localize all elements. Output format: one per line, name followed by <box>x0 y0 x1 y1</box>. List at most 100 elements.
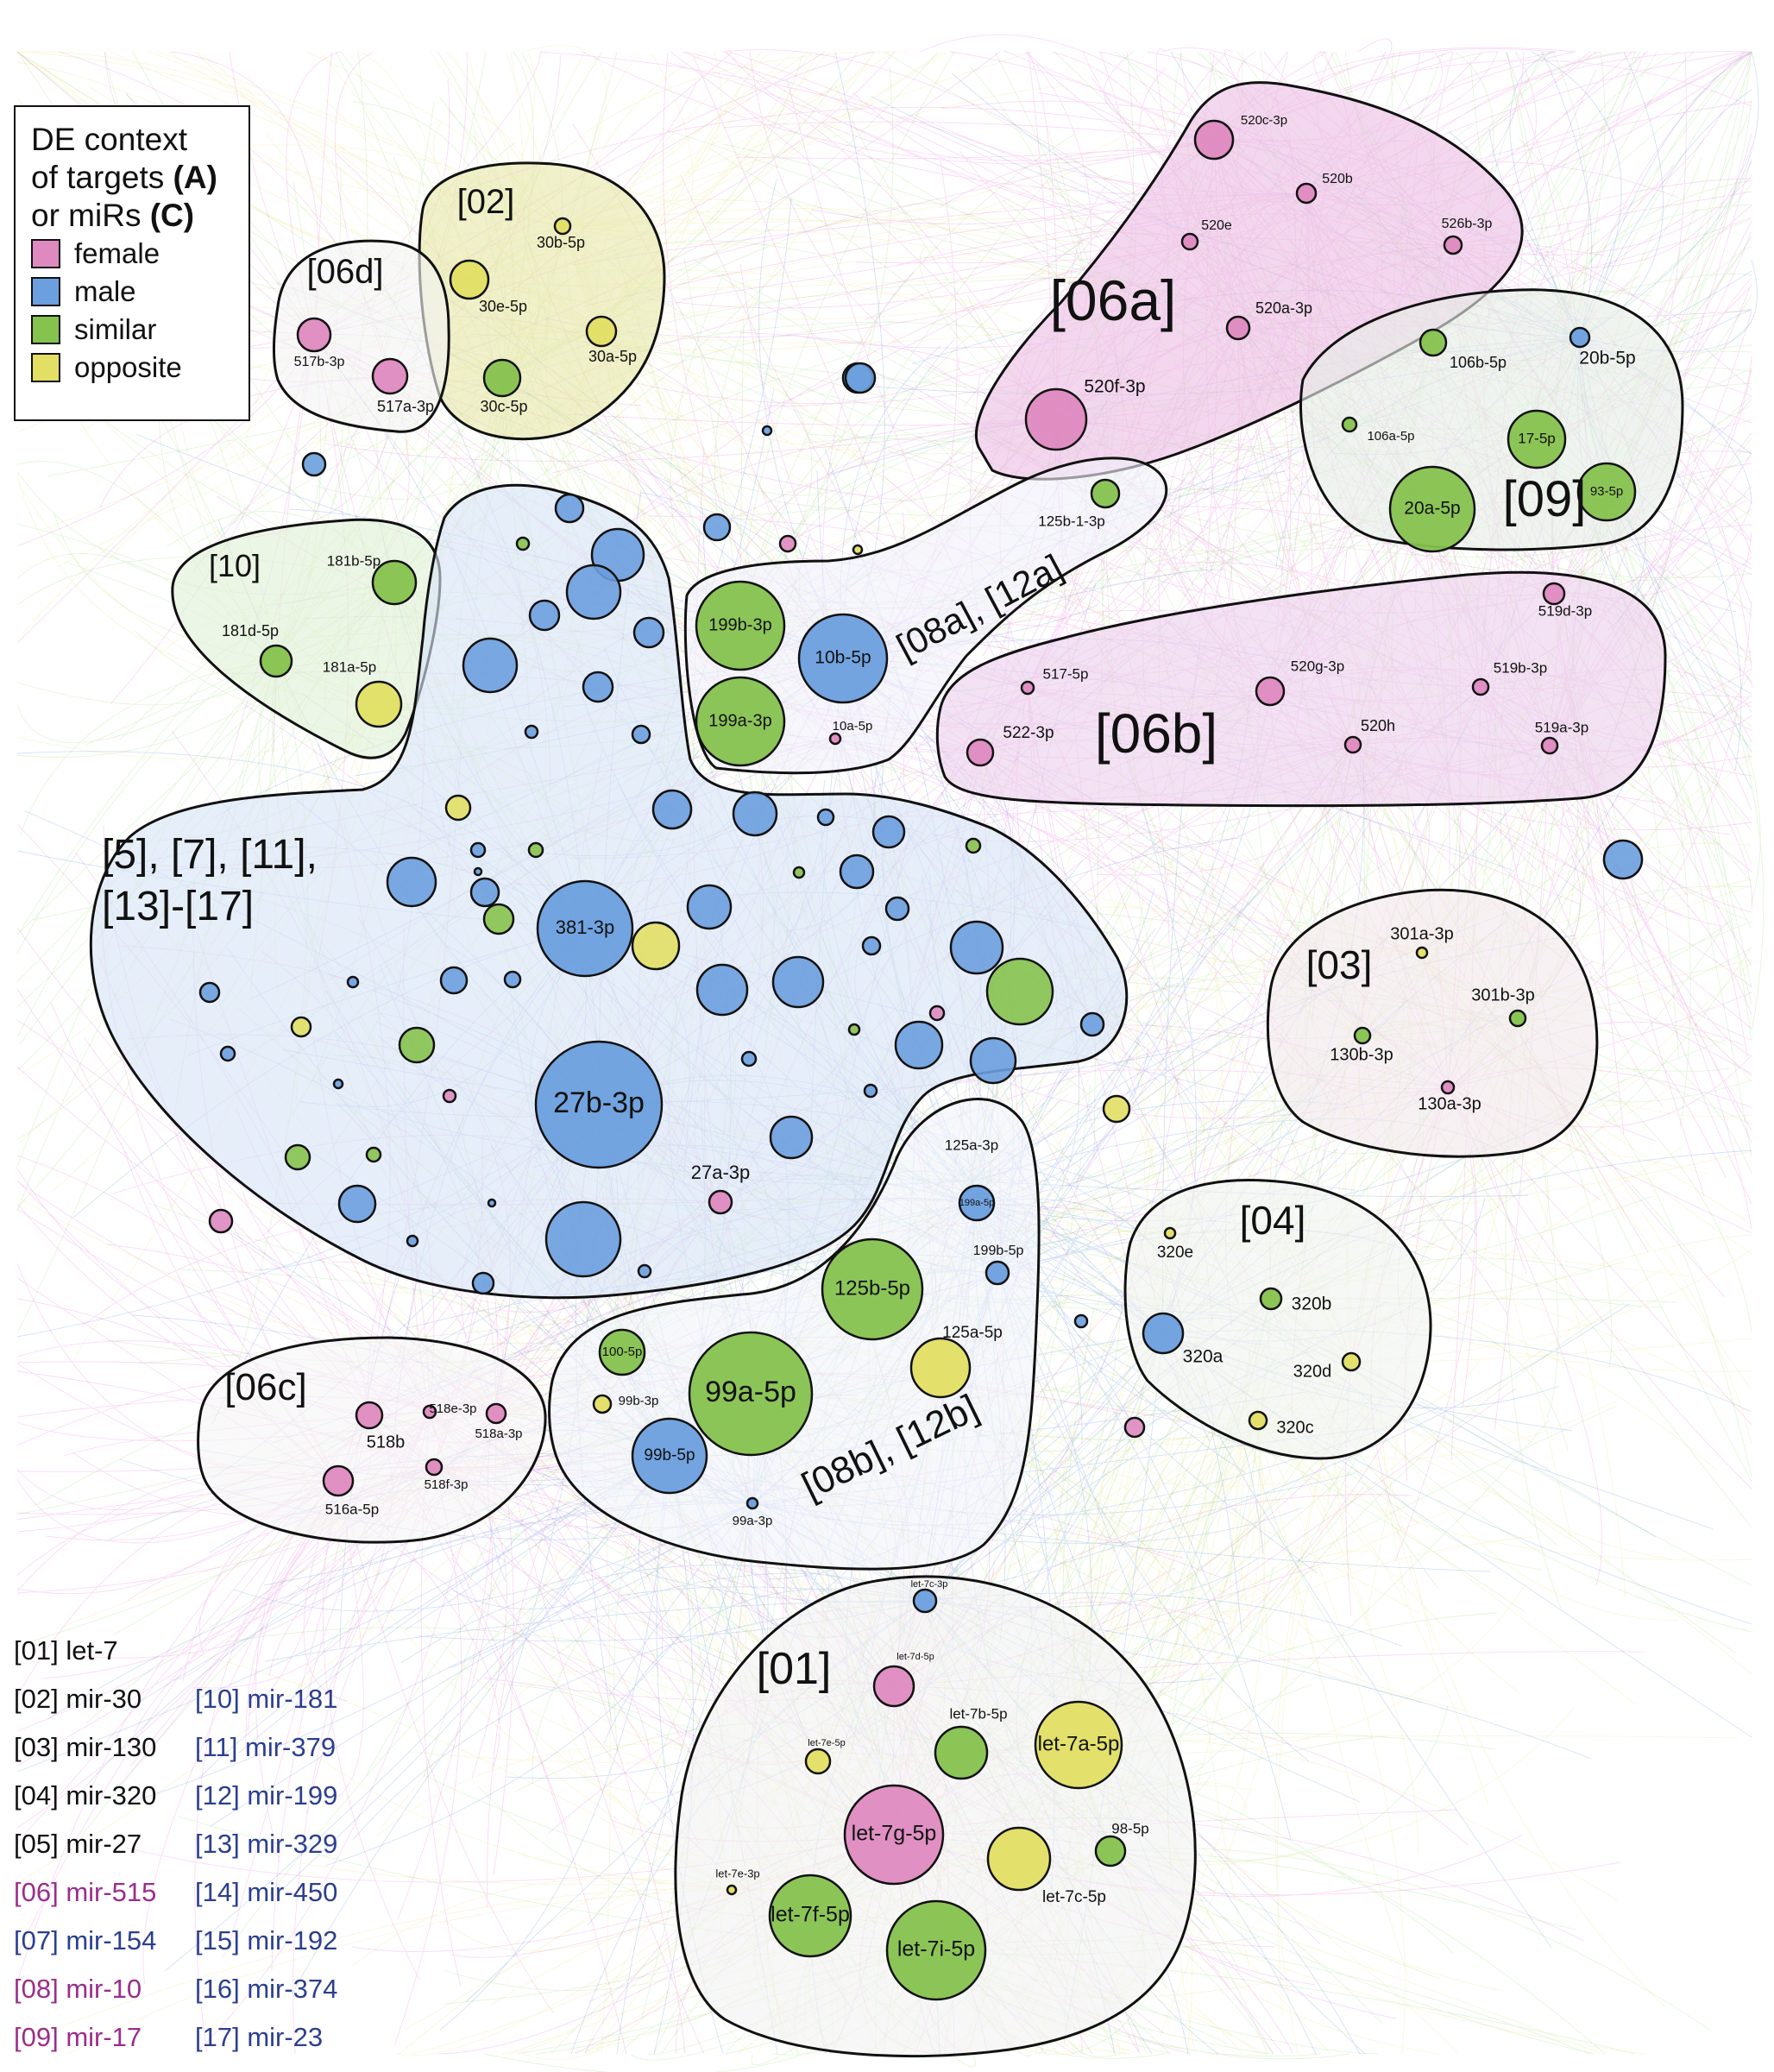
mirna-node <box>554 493 585 524</box>
node-label-130b-3p: 130b-3p <box>1330 1045 1393 1064</box>
family-entry: [08] mir-10 <box>14 1974 142 2004</box>
node-label-181d-5p: 181d-5p <box>222 622 279 639</box>
mirna-node-98-5p <box>1094 1835 1127 1867</box>
node-label-520f-3p: 520f-3p <box>1084 377 1145 397</box>
mirna-node <box>284 1143 311 1171</box>
legend-title-line1: DE context <box>31 122 187 157</box>
mirna-node-520b <box>1295 182 1318 205</box>
mirna-node <box>442 1088 457 1104</box>
group-label-g06a: [06a] <box>1050 268 1177 332</box>
node-label-520h: 520h <box>1361 717 1395 734</box>
mirna-node-320d <box>1341 1351 1362 1372</box>
node-label-130a-3p: 130a-3p <box>1418 1094 1481 1113</box>
family-entry: [03] mir-130 <box>14 1732 157 1762</box>
mirna-node-517b-3p <box>296 317 332 353</box>
family-entry: [10] mir-181 <box>195 1684 338 1714</box>
legend-swatch-female <box>31 239 60 268</box>
mirna-node <box>632 616 665 649</box>
mirna-node <box>732 790 778 837</box>
node-label-30e-5p: 30e-5p <box>479 298 527 315</box>
mirna-node-520f-3p <box>1024 387 1088 451</box>
group-label-g09: [09] <box>1503 471 1587 527</box>
mirna-node-let-7i-5p <box>885 1899 987 2001</box>
mirna-node-518e-3p <box>422 1404 437 1420</box>
node-label-let-7c-5p: let-7c-5p <box>1042 1888 1106 1906</box>
mirna-node-93-5p <box>1576 462 1637 522</box>
node-label-520c-3p: 520c-3p <box>1241 113 1287 128</box>
mirna-node <box>469 841 487 859</box>
node-label-let-7b-5p: let-7b-5p <box>949 1705 1007 1722</box>
mirna-node-20a-5p <box>1388 465 1476 553</box>
mirna-node-17-5p <box>1507 409 1567 469</box>
node-label-27b-3p: 27b-3p <box>553 1086 645 1119</box>
mirna-node-let-7e-3p <box>726 1884 738 1896</box>
group-hull-g06b <box>935 570 1667 808</box>
node-label-320d: 320d <box>1293 1362 1332 1381</box>
node-label-518b: 518b <box>367 1433 406 1452</box>
node-label-let-7e-3p: let-7e-3p <box>715 1867 759 1880</box>
group-label-g01: [01] <box>757 1644 832 1694</box>
node-label-let-7g-5p: let-7g-5p <box>852 1822 937 1846</box>
mirna-node-181b-5p <box>371 559 418 606</box>
family-entry: [15] mir-192 <box>195 1925 338 1955</box>
node-label-520a-3p: 520a-3p <box>1255 299 1312 317</box>
mirna-node <box>469 877 500 908</box>
group-hull-g06c <box>197 1336 547 1544</box>
node-label-106a-5p: 106a-5p <box>1367 429 1414 444</box>
mirna-node <box>965 837 982 854</box>
mirna-node-let-7g-5p <box>843 1784 945 1886</box>
mirna-node-520h <box>1343 735 1362 754</box>
node-label-99b-3p: 99b-3p <box>619 1394 659 1408</box>
legend-swatch-similar <box>31 315 60 344</box>
mirna-node <box>631 921 681 971</box>
mirna-node <box>884 896 910 922</box>
mirna-node <box>863 1083 878 1099</box>
group-label-g02: [02] <box>457 183 515 221</box>
mirna-node <box>565 564 622 620</box>
mirna-node <box>1123 1416 1146 1439</box>
mirna-node-181d-5p <box>259 644 293 678</box>
mirna-node <box>949 920 1004 975</box>
node-label-520b: 520b <box>1322 172 1353 186</box>
mirna-node-520g-3p <box>1255 676 1286 707</box>
mirna-node <box>515 536 531 551</box>
legend-key-c: (C) <box>149 198 195 233</box>
mirna-node-99b-5p <box>631 1417 708 1495</box>
mirna-node-let-7c-3p <box>912 1588 938 1614</box>
mirna-node <box>861 935 882 956</box>
mirna-node-516a-5p <box>322 1464 355 1497</box>
mirna-node <box>969 1036 1017 1085</box>
mirna-node-520c-3p <box>1193 119 1235 161</box>
color-legend: DE context of targets (A) or miRs (C) fe… <box>14 105 250 421</box>
mirna-node-518a-3p <box>485 1402 507 1425</box>
mirna-node-199a-3p <box>695 676 786 767</box>
mirna-node-301b-3p <box>1508 1009 1527 1028</box>
node-label-let-7e-5p: let-7e-5p <box>808 1738 845 1748</box>
group-label-main-line1: [5], [7], [11], <box>102 832 318 878</box>
family-entry: [13] mir-329 <box>195 1829 338 1859</box>
mirna-node <box>365 1146 382 1163</box>
node-label-93-5p: 93-5p <box>1590 484 1623 499</box>
mirna-node-519a-3p <box>1540 736 1559 755</box>
node-label-519a-3p: 519a-3p <box>1535 719 1588 735</box>
node-label-125a-3p: 125a-3p <box>945 1137 998 1153</box>
node-label-301a-3p: 301a-3p <box>1390 924 1453 943</box>
mirna-node <box>686 884 733 930</box>
mirna-node <box>1602 839 1644 880</box>
family-entry: [01] let-7 <box>14 1635 118 1666</box>
mirna-node <box>651 789 693 830</box>
mirna-node <box>487 1198 497 1208</box>
mirna-node <box>332 1078 344 1090</box>
mirna-node-320a <box>1142 1312 1185 1355</box>
mirna-node <box>771 955 825 1009</box>
mirna-node <box>871 815 906 849</box>
mirna-node-181a-5p <box>355 680 403 728</box>
mirna-node-30e-5p <box>449 259 490 300</box>
mirna-node-20b-5p <box>1569 326 1591 349</box>
node-label-526b-3p: 526b-3p <box>1442 217 1493 231</box>
legend-label: opposite <box>74 351 182 383</box>
mirna-node <box>844 362 877 394</box>
mirna-node <box>1073 1313 1089 1329</box>
mirna-node <box>928 1005 946 1022</box>
mirna-node-106b-5p <box>1419 328 1448 357</box>
